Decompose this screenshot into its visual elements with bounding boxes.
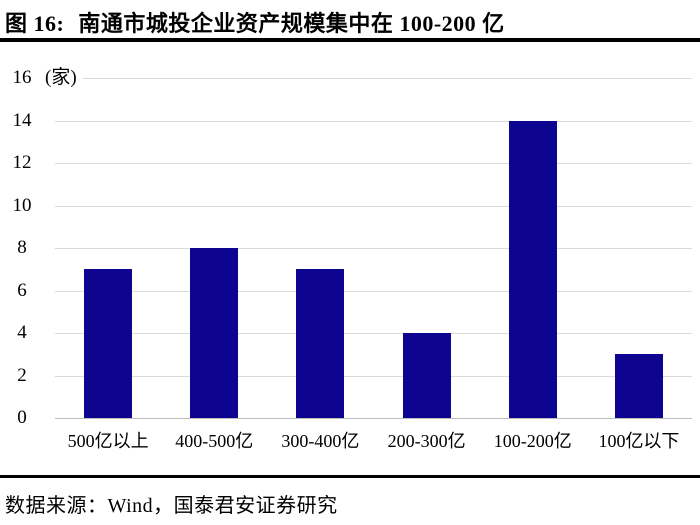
y-tick-label-4: 4 <box>17 322 27 343</box>
y-axis-unit-label: (家) <box>45 66 83 90</box>
data-source-text: 数据来源：Wind，国泰君安证券研究 <box>5 495 338 517</box>
gridline-14 <box>55 120 692 122</box>
figure-title: 图 16: 南通市城投企业资产规模集中在 100-200 亿 <box>5 6 505 38</box>
x-tick-label-100亿以下: 100亿以下 <box>598 431 680 451</box>
y-tick-label-0: 0 <box>17 407 27 428</box>
bar-400-500亿 <box>190 248 239 418</box>
x-tick-label-400-500亿: 400-500亿 <box>175 431 254 451</box>
source-divider <box>0 475 700 478</box>
gridline-4 <box>55 333 692 334</box>
gridline-0 <box>55 418 692 419</box>
bar-100亿以下 <box>614 354 663 418</box>
bar-100-200亿 <box>508 120 557 418</box>
y-tick-label-14: 14 <box>12 109 32 131</box>
gridline-6 <box>55 290 692 292</box>
y-tick-label-12: 12 <box>12 152 32 173</box>
plot-area <box>55 78 692 418</box>
x-axis: 500亿以上 400-500亿 300-400亿 200-300亿 100-200亿 10… <box>55 429 692 453</box>
x-tick-label-100-200亿: 100-200亿 <box>493 431 572 451</box>
y-tick-label-6: 6 <box>17 279 27 301</box>
y-tick-label-16: 16 <box>12 67 32 88</box>
y-tick-label-2: 2 <box>17 364 27 386</box>
gridline-10 <box>55 205 692 207</box>
x-tick-label-300-400亿: 300-400亿 <box>281 431 360 451</box>
bar-200-300亿 <box>402 333 451 418</box>
y-tick-label-10: 10 <box>12 194 32 216</box>
figure-number: 图 16: <box>5 11 65 36</box>
y-tick-label-8: 8 <box>17 237 27 258</box>
gridline-2 <box>55 375 692 377</box>
gridline-8 <box>55 248 692 249</box>
gridline-12 <box>55 163 692 164</box>
bar-300-400亿 <box>296 269 345 418</box>
x-tick-label-200-300亿: 200-300亿 <box>387 431 466 451</box>
bar-500亿以上 <box>84 269 133 418</box>
figure-title-text: 南通市城投企业资产规模集中在 100-200 亿 <box>78 11 505 36</box>
title-divider <box>0 38 700 42</box>
x-tick-label-500亿以上: 500亿以上 <box>67 431 149 451</box>
gridline-16 <box>55 78 692 79</box>
